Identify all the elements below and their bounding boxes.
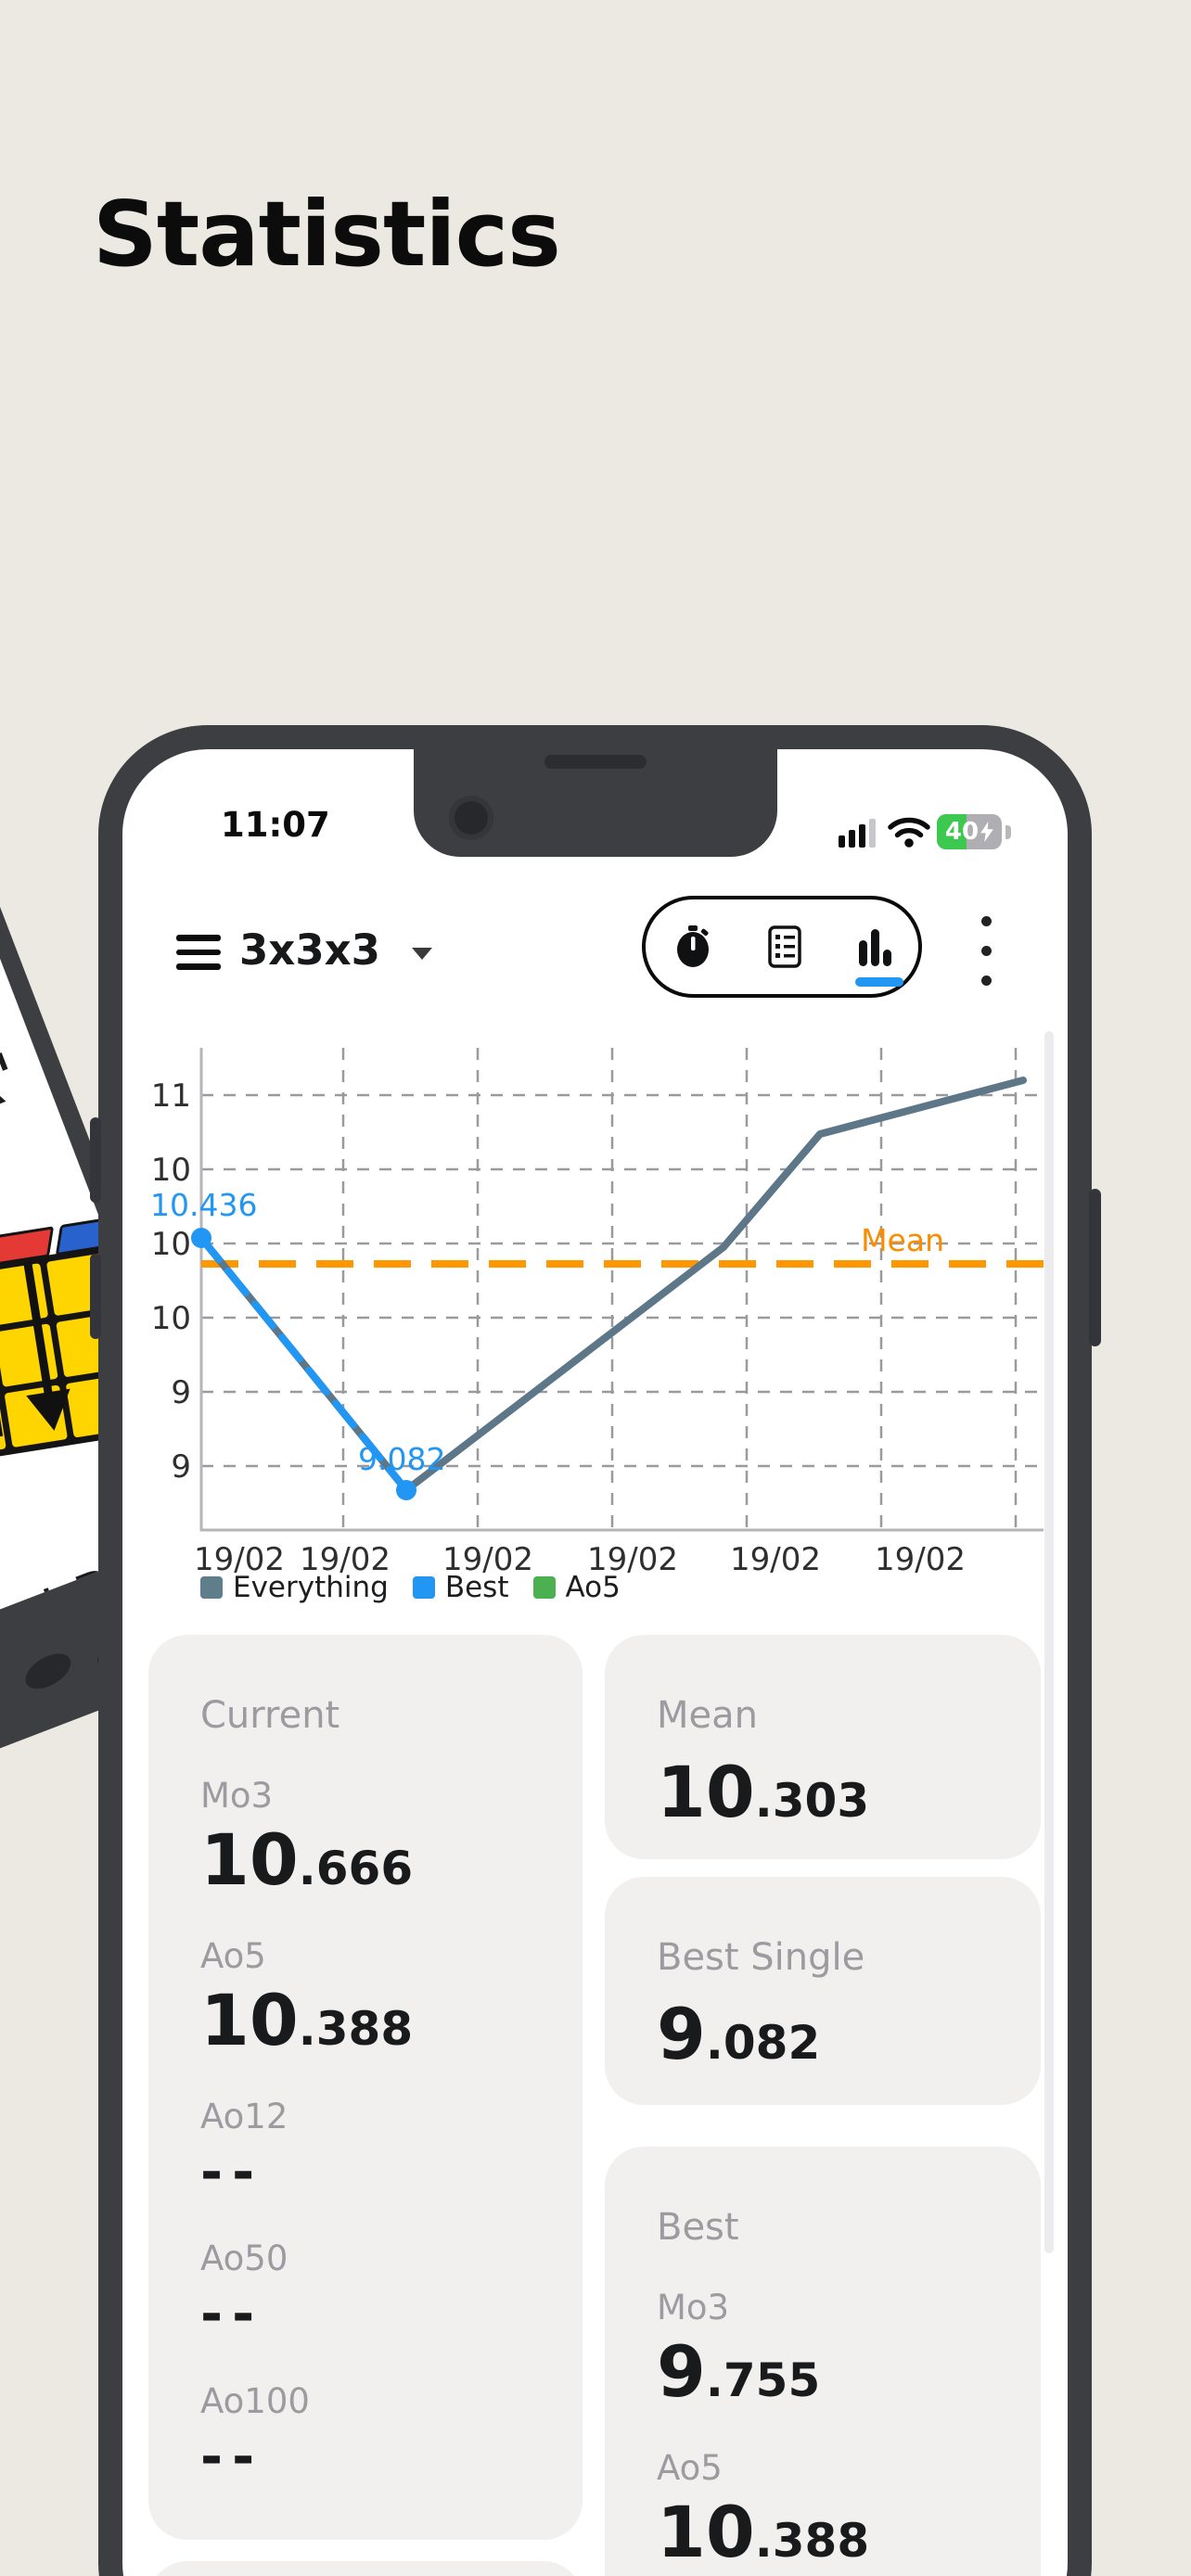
svg-text:10: 10 <box>151 1300 191 1337</box>
chart-axes <box>199 1048 1044 1532</box>
puzzle-selector-label: 3x3x3 <box>239 925 380 975</box>
y-axis-ticks: 11 10 10 10 9 9 <box>151 1078 191 1486</box>
battery-icon: 40 <box>937 814 1002 849</box>
statistics-tab-icon[interactable] <box>855 925 896 968</box>
battery-percent: 40 <box>944 818 980 846</box>
stat-value: 10.388 <box>657 2490 870 2573</box>
scrollbar-thumb[interactable] <box>1044 1031 1054 2253</box>
wifi-icon <box>888 817 930 848</box>
front-camera <box>449 796 493 840</box>
next-card-partial <box>148 2561 583 2576</box>
stat-label: Ao5 <box>200 1935 266 1976</box>
svg-text:11: 11 <box>151 1078 191 1115</box>
svg-text:19/02: 19/02 <box>194 1541 285 1578</box>
battery-fill <box>937 814 967 849</box>
mean-line-label: Mean <box>861 1222 944 1258</box>
stat-label: Mo3 <box>200 1776 274 1816</box>
svg-text:19/02: 19/02 <box>875 1541 966 1578</box>
background-phone-screen: 2 R' ' R' U <box>0 841 218 1679</box>
data-point <box>191 1228 211 1248</box>
mean-card: Mean 10.303 <box>605 1635 1041 1859</box>
view-toggle <box>642 896 922 998</box>
background-phone-mockup: 2 R' ' R' U <box>0 817 282 1807</box>
overflow-menu-icon[interactable] <box>981 916 992 1005</box>
current-stats-card: Current Mo3 10.666 Ao5 10.388 Ao12 -- Ao… <box>148 1635 583 2540</box>
ear-speaker <box>544 755 647 769</box>
legend-swatch <box>200 1576 223 1599</box>
phone-speaker-dot <box>19 1646 77 1697</box>
card-title: Mean <box>657 1694 758 1737</box>
point-label: 9.082 <box>358 1441 445 1477</box>
stat-value: -- <box>200 2282 264 2346</box>
puzzle-selector[interactable]: 3x3x3 <box>239 925 432 975</box>
status-time: 11:07 <box>221 805 330 845</box>
stat-value: -- <box>200 2425 264 2489</box>
legend-swatch <box>532 1576 556 1599</box>
card-title: Best <box>657 2206 739 2249</box>
stat-label: Mo3 <box>657 2288 730 2327</box>
stat-value: 10.666 <box>200 1818 414 1901</box>
chevron-down-icon <box>412 948 432 960</box>
svg-text:19/02: 19/02 <box>730 1541 821 1578</box>
x-axis-ticks: 19/02 19/02 19/02 19/02 19/02 19/02 <box>194 1541 966 1578</box>
battery-bolt-icon <box>980 822 993 842</box>
stat-value: 9.755 <box>657 2330 821 2413</box>
app-screen: 11:07 40 <box>122 749 1068 2576</box>
times-chart: Mean 10.436 9.082 11 10 10 10 9 <box>148 1034 1057 1581</box>
svg-text:9: 9 <box>171 1374 191 1411</box>
legend-swatch <box>412 1576 435 1599</box>
stat-value: 10.388 <box>200 1978 414 2061</box>
stat-value: 9.082 <box>657 1993 821 2075</box>
phone-mockup: 11:07 40 <box>90 725 1101 2576</box>
battery-nub <box>1005 825 1011 839</box>
svg-text:10: 10 <box>151 1152 191 1189</box>
solve-list-tab-icon[interactable] <box>764 925 805 968</box>
line-chart: Mean 10.436 9.082 11 10 10 10 9 <box>150 1048 1044 1578</box>
legend-item-best[interactable]: Best <box>412 1571 509 1604</box>
stat-value: 10.303 <box>657 1751 870 1833</box>
cube-scramble-image <box>0 1215 154 1482</box>
point-label: 10.436 <box>150 1187 257 1223</box>
cellular-signal-icon <box>839 816 879 851</box>
legend-item-everything[interactable]: Everything <box>200 1571 389 1604</box>
cube-arrows-icon <box>0 1261 70 1437</box>
timer-tab-icon[interactable] <box>673 925 714 968</box>
active-tab-indicator <box>855 977 903 987</box>
best-single-card: Best Single 9.082 <box>605 1877 1041 2105</box>
svg-text:19/02: 19/02 <box>587 1541 678 1578</box>
series-best <box>198 1234 410 1494</box>
svg-text:19/02: 19/02 <box>442 1541 533 1578</box>
page-title: Statistics <box>93 182 561 287</box>
card-title: Current <box>200 1694 340 1737</box>
data-point <box>396 1480 416 1500</box>
volume-down-button <box>90 1254 101 1339</box>
legend-item-ao5[interactable]: Ao5 <box>532 1571 621 1604</box>
stat-label: Ao50 <box>200 2238 288 2279</box>
stat-value: -- <box>200 2139 264 2203</box>
best-stats-card: Best Mo3 9.755 Ao5 10.388 <box>605 2147 1041 2576</box>
stat-label: Ao5 <box>657 2447 723 2488</box>
svg-text:10: 10 <box>151 1226 191 1263</box>
menu-icon[interactable] <box>176 935 221 972</box>
power-button <box>1089 1189 1101 1346</box>
scramble-line: R' <box>0 1038 31 1132</box>
scramble-text: 2 R' <box>0 947 32 1139</box>
svg-text:9: 9 <box>171 1448 191 1486</box>
chart-legend: Everything Best Ao5 <box>200 1571 621 1604</box>
stat-label: Ao12 <box>200 2096 288 2136</box>
stat-label: Ao100 <box>200 2381 310 2422</box>
card-title: Best Single <box>657 1936 865 1979</box>
svg-text:19/02: 19/02 <box>300 1541 391 1578</box>
volume-up-button <box>90 1117 101 1203</box>
